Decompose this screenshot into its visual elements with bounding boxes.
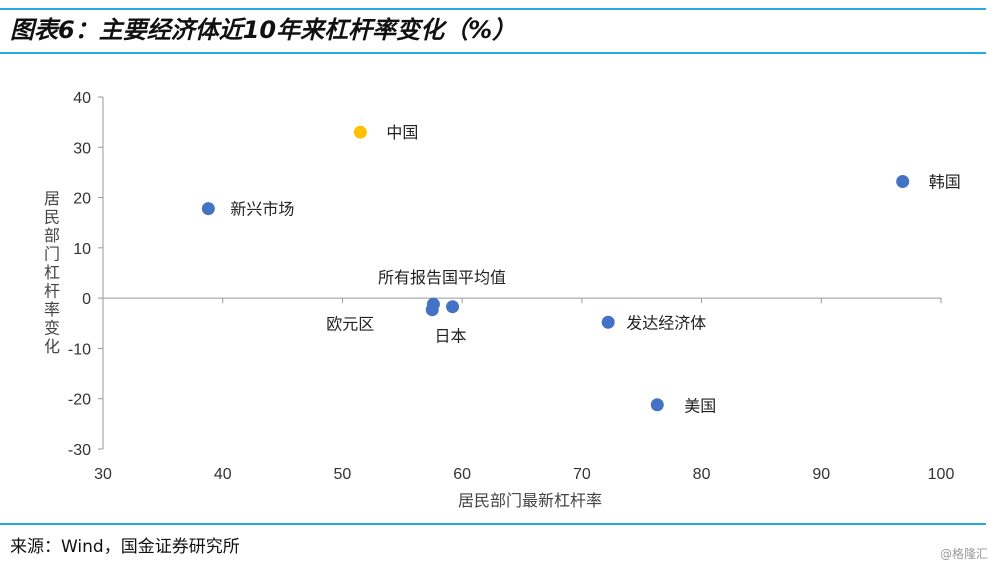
data-point xyxy=(601,315,615,329)
data-point xyxy=(896,174,910,188)
y-tick-label: -10 xyxy=(68,341,91,358)
x-axis-title: 居民部门最新杠杆率 xyxy=(458,491,602,510)
source-note: 来源：Wind，国金证券研究所 xyxy=(10,537,240,557)
y-tick-label: 30 xyxy=(73,140,91,157)
x-tick-label: 40 xyxy=(214,466,232,483)
footer-divider xyxy=(0,523,986,525)
point-label: 发达经济体 xyxy=(626,313,706,332)
y-tick-label: -30 xyxy=(68,442,91,459)
y-axis-title-char: 变 xyxy=(44,319,60,338)
x-tick-label: 100 xyxy=(928,466,955,483)
point-label: 日本 xyxy=(435,327,467,346)
y-axis-title-char: 率 xyxy=(44,300,60,319)
y-axis-title-char: 部 xyxy=(44,226,60,245)
point-label: 美国 xyxy=(684,397,716,416)
point-label: 中国 xyxy=(386,123,418,142)
point-label: 韩国 xyxy=(929,172,961,191)
y-axis-title-char: 民 xyxy=(44,208,60,227)
watermark: @格隆汇 xyxy=(939,547,988,561)
y-tick-label: 10 xyxy=(73,241,91,258)
y-tick-label: 20 xyxy=(73,191,91,208)
data-point xyxy=(650,398,664,412)
x-tick-label: 60 xyxy=(453,466,471,483)
y-axis-title-char: 杆 xyxy=(44,282,60,301)
title-bar: 图表6：主要经济体近10年来杠杆率变化（%） xyxy=(0,8,986,54)
data-point xyxy=(425,303,439,317)
data-point xyxy=(353,125,367,139)
data-point xyxy=(201,202,215,216)
x-tick-label: 50 xyxy=(334,466,352,483)
data-point xyxy=(446,300,460,314)
point-label: 欧元区 xyxy=(326,315,374,334)
average-annotation: 所有报告国平均值 xyxy=(378,268,506,287)
x-tick-label: 70 xyxy=(573,466,591,483)
point-label: 新兴市场 xyxy=(230,200,294,219)
y-tick-label: -20 xyxy=(68,392,91,409)
y-axis-title-char: 杠 xyxy=(44,263,60,282)
y-axis-title-char: 门 xyxy=(44,245,60,264)
y-tick-label: 0 xyxy=(82,291,91,308)
x-tick-label: 30 xyxy=(94,466,112,483)
page-title: 图表6：主要经济体近10年来杠杆率变化（%） xyxy=(10,16,517,44)
x-tick-label: 80 xyxy=(693,466,711,483)
y-axis-title-char: 居 xyxy=(44,189,60,208)
y-axis-title-char: 化 xyxy=(44,337,60,356)
y-tick-label: 40 xyxy=(73,90,91,107)
x-tick-label: 90 xyxy=(812,466,830,483)
